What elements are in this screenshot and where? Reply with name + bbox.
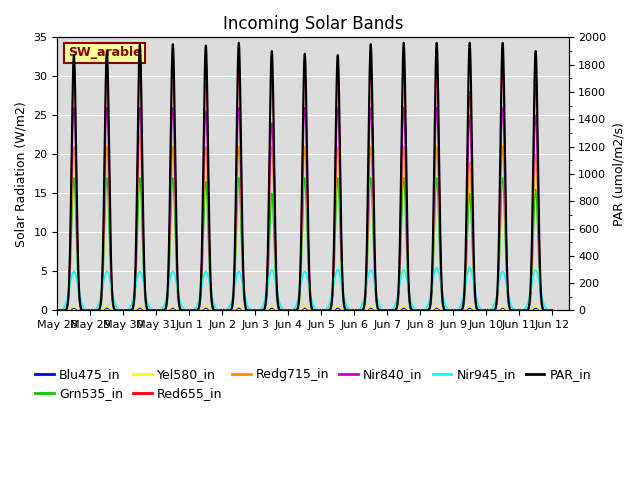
Nir945_in (316, 307, 323, 313)
Legend: Blu475_in, Grn535_in, Yel580_in, Red655_in, Redg715_in, Nir840_in, Nir945_in, PA: Blu475_in, Grn535_in, Yel580_in, Red655_… (30, 363, 596, 406)
Red655_in (70, 58, 77, 64)
Redg715_in (172, 251, 180, 256)
PAR_in (499, 40, 506, 46)
Nir840_in (108, 276, 115, 282)
Text: SW_arable: SW_arable (68, 47, 141, 60)
Red655_in (108, 269, 115, 275)
Nir840_in (162, 305, 170, 311)
Nir945_in (466, 264, 474, 270)
Title: Incoming Solar Bands: Incoming Solar Bands (223, 15, 403, 33)
Nir945_in (54, 308, 61, 313)
Yel580_in (108, 307, 115, 313)
Yel580_in (162, 308, 170, 313)
Yel580_in (69, 304, 77, 310)
Grn535_in (108, 287, 115, 293)
Line: Nir945_in: Nir945_in (58, 267, 552, 311)
PAR_in (108, 267, 115, 273)
Nir840_in (172, 237, 180, 242)
Y-axis label: Solar Radiation (W/m2): Solar Radiation (W/m2) (15, 101, 28, 247)
Yel580_in (548, 308, 556, 313)
PAR_in (483, 308, 490, 313)
Red655_in (483, 308, 490, 313)
Blu475_in (548, 308, 556, 313)
Nir840_in (316, 308, 323, 313)
Blu475_in (316, 308, 323, 313)
Redg715_in (548, 308, 556, 313)
PAR_in (316, 308, 323, 313)
Grn535_in (70, 175, 77, 180)
Grn535_in (69, 181, 77, 187)
Yel580_in (172, 306, 180, 312)
Yel580_in (70, 304, 77, 310)
PAR_in (548, 308, 556, 313)
Grn535_in (54, 308, 61, 313)
Nir840_in (548, 308, 556, 313)
Grn535_in (162, 306, 170, 312)
Line: Blu475_in: Blu475_in (58, 308, 552, 311)
Redg715_in (136, 132, 144, 138)
Nir945_in (483, 308, 490, 313)
Red655_in (162, 305, 170, 311)
Redg715_in (108, 282, 115, 288)
Red655_in (548, 308, 556, 313)
Red655_in (172, 222, 180, 228)
Redg715_in (54, 308, 61, 313)
Nir840_in (70, 105, 77, 110)
Grn535_in (172, 261, 180, 267)
Grn535_in (483, 308, 490, 313)
Line: PAR_in: PAR_in (58, 43, 552, 311)
Nir840_in (54, 308, 61, 313)
Nir945_in (172, 279, 180, 285)
Y-axis label: PAR (umol/m2/s): PAR (umol/m2/s) (612, 122, 625, 226)
Blu475_in (162, 308, 170, 313)
Nir840_in (69, 115, 77, 120)
Grn535_in (548, 308, 556, 313)
Yel580_in (54, 308, 61, 313)
Blu475_in (69, 305, 77, 311)
Nir945_in (108, 285, 115, 290)
PAR_in (172, 214, 180, 219)
Grn535_in (316, 308, 323, 313)
PAR_in (54, 308, 61, 313)
Line: Red655_in: Red655_in (58, 61, 552, 311)
Yel580_in (316, 308, 323, 313)
Redg715_in (162, 306, 170, 312)
Redg715_in (69, 152, 77, 158)
Blu475_in (70, 305, 77, 311)
Blu475_in (54, 308, 61, 313)
Line: Nir840_in: Nir840_in (58, 108, 552, 311)
Red655_in (69, 71, 77, 76)
Line: Redg715_in: Redg715_in (58, 135, 552, 311)
Nir945_in (548, 308, 556, 313)
Red655_in (316, 308, 323, 313)
Nir945_in (162, 297, 170, 303)
Line: Yel580_in: Yel580_in (58, 307, 552, 311)
Redg715_in (483, 308, 490, 313)
Nir840_in (483, 308, 490, 313)
PAR_in (162, 305, 170, 311)
Blu475_in (483, 308, 490, 313)
PAR_in (69, 65, 77, 71)
Blu475_in (172, 307, 180, 312)
Yel580_in (483, 308, 490, 313)
Redg715_in (316, 308, 323, 313)
Blu475_in (108, 307, 115, 313)
Line: Grn535_in: Grn535_in (58, 178, 552, 311)
Red655_in (54, 308, 61, 313)
Nir945_in (69, 269, 77, 275)
